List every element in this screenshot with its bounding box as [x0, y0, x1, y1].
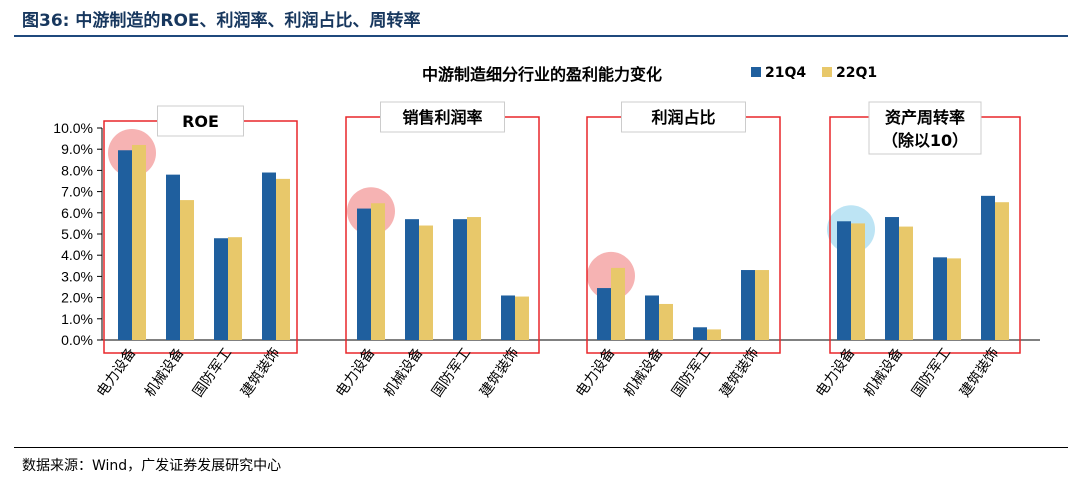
bar-21q4-建筑装饰 [262, 172, 276, 340]
group-label: 资产周转率 [885, 108, 965, 127]
bar-22q1-建筑装饰 [276, 178, 290, 340]
source-divider [14, 447, 1068, 448]
bar-22q1-国防军工 [947, 258, 961, 340]
legend-swatch-21q4 [751, 67, 761, 77]
legend-label-22q1: 22Q1 [836, 65, 877, 81]
figure-title: 图36: 中游制造的ROE、利润率、利润占比、周转率 [22, 11, 421, 31]
bar-21q4-电力设备 [118, 150, 132, 340]
bar-22q1-电力设备 [611, 267, 625, 340]
y-tick-label: 9.0% [61, 141, 93, 157]
bar-21q4-国防军工 [453, 219, 467, 340]
bar-21q4-国防军工 [693, 327, 707, 340]
bar-22q1-建筑装饰 [995, 202, 1009, 340]
title-divider [14, 35, 1068, 37]
bar-21q4-国防军工 [933, 257, 947, 340]
bar-21q4-建筑装饰 [741, 270, 755, 340]
group-label-box [157, 105, 244, 137]
bar-21q4-机械设备 [166, 174, 180, 340]
bar-22q1-电力设备 [132, 144, 146, 340]
y-tick-label: 6.0% [61, 205, 93, 221]
bar-22q1-电力设备 [371, 203, 385, 340]
bar-22q1-国防军工 [707, 329, 721, 340]
legend-label-21q4: 21Q4 [765, 65, 806, 81]
bar-22q1-机械设备 [419, 225, 433, 340]
group-label-box [868, 101, 982, 155]
legend: 21Q4 22Q1 [751, 65, 877, 81]
bar-21q4-建筑装饰 [981, 195, 995, 340]
bar-21q4-建筑装饰 [501, 295, 515, 340]
bar-21q4-国防军工 [214, 238, 228, 340]
bar-22q1-建筑装饰 [515, 296, 529, 340]
bar-22q1-国防军工 [228, 237, 242, 340]
y-tick-label: 5.0% [61, 226, 93, 242]
y-axis: 0.0% 1.0% 2.0% 3.0% 4.0% 5.0% 6.0% 7.0% 8.0% 9.0%… [53, 120, 1040, 348]
y-tick-label: 10.0% [53, 120, 93, 136]
group-label-box [621, 101, 746, 133]
group-label-box [380, 101, 505, 133]
y-tick-label: 4.0% [61, 247, 93, 263]
y-tick-label: 0.0% [61, 332, 93, 348]
y-tick-label: 7.0% [61, 184, 93, 200]
bar-22q1-机械设备 [659, 303, 673, 340]
y-tick-label: 1.0% [61, 311, 93, 327]
group-label: 利润占比 [651, 108, 715, 127]
group-frames: ROE 销售利润率 利润占比 资产周转率 （除以10） [103, 101, 1021, 354]
chart-title: 中游制造细分行业的盈利能力变化 [422, 65, 662, 84]
bar-chart: 中游制造细分行业的盈利能力变化 21Q4 22Q1 0.0% 1.0% 2.0% 3.0… [53, 65, 1040, 400]
bar-21q4-电力设备 [597, 288, 611, 340]
bar-21q4-电力设备 [357, 208, 371, 340]
bar-22q1-建筑装饰 [755, 270, 769, 340]
group-label: （除以10） [882, 131, 968, 150]
legend-swatch-22q1 [822, 67, 832, 77]
group-label: 销售利润率 [402, 108, 482, 127]
bar-21q4-机械设备 [885, 217, 899, 340]
bar-22q1-机械设备 [180, 200, 194, 340]
group-label: ROE [182, 112, 219, 131]
bar-22q1-国防军工 [467, 217, 481, 340]
bar-21q4-机械设备 [405, 219, 419, 340]
bar-21q4-电力设备 [837, 221, 851, 340]
bars [118, 144, 1009, 340]
bar-22q1-机械设备 [899, 226, 913, 340]
bar-22q1-电力设备 [851, 223, 865, 340]
source-note: 数据来源：Wind，广发证券发展研究中心 [22, 458, 282, 474]
bar-21q4-机械设备 [645, 295, 659, 340]
y-tick-label: 3.0% [61, 268, 93, 284]
y-tick-label: 2.0% [61, 290, 93, 306]
y-tick-label: 8.0% [61, 162, 93, 178]
